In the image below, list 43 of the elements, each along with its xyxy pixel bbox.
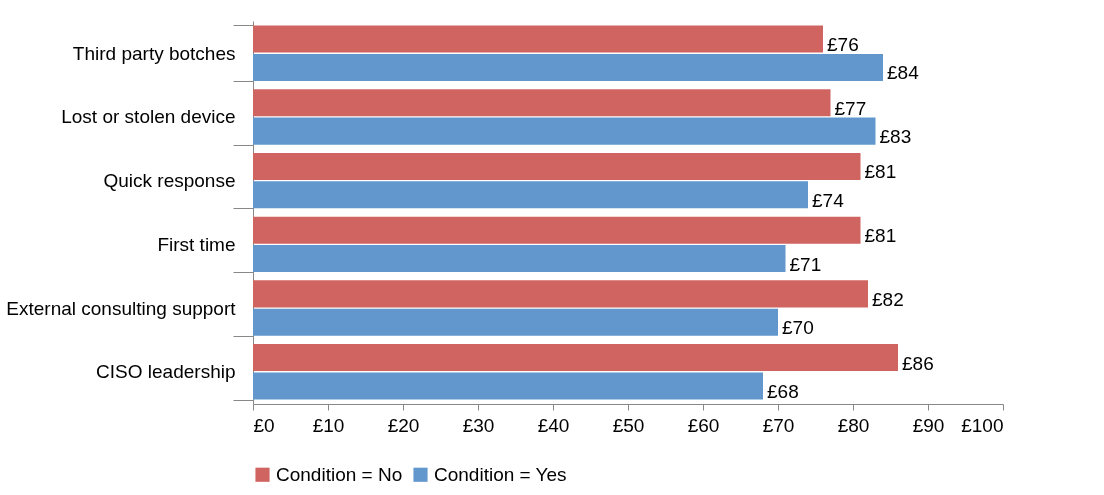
data-label: £83 — [879, 126, 912, 148]
data-label: £71 — [789, 253, 822, 275]
y-tick-label: CISO leadership — [96, 361, 236, 383]
x-tick-label: £0 — [253, 414, 275, 436]
y-tick-label: External consulting support — [6, 297, 237, 319]
x-tick-label: £90 — [912, 414, 945, 436]
bar — [253, 117, 876, 145]
bar — [253, 245, 786, 273]
x-tick-label: £20 — [387, 414, 420, 436]
data-label: £70 — [782, 317, 814, 339]
bar — [253, 308, 778, 336]
bar — [253, 280, 868, 308]
x-tick-label: £100 — [961, 414, 1004, 436]
data-label: £76 — [827, 33, 859, 55]
bar — [253, 25, 823, 53]
data-label: £86 — [902, 352, 934, 374]
bar — [253, 152, 861, 180]
bar — [253, 53, 883, 81]
y-tick-label: Lost or stolen device — [61, 106, 236, 128]
data-label: £84 — [887, 62, 920, 84]
x-tick-label: £40 — [537, 414, 570, 436]
x-tick-label: £70 — [762, 414, 795, 436]
bar — [253, 216, 861, 244]
legend-label: Condition = No — [276, 463, 403, 485]
bar — [253, 181, 808, 209]
bar — [253, 344, 898, 372]
x-tick-label: £10 — [312, 414, 345, 436]
bar — [253, 372, 763, 400]
data-label: £74 — [812, 189, 845, 211]
legend-label: Condition = Yes — [434, 463, 567, 485]
data-label: £81 — [864, 161, 897, 183]
x-tick-label: £30 — [462, 414, 495, 436]
x-tick-label: £50 — [612, 414, 645, 436]
data-label: £81 — [864, 225, 897, 247]
bar — [253, 89, 831, 117]
data-label: £77 — [834, 97, 867, 119]
y-tick-label: Third party botches — [72, 42, 236, 64]
x-tick-label: £80 — [837, 414, 870, 436]
data-label: £68 — [767, 381, 799, 403]
x-tick-label: £60 — [687, 414, 720, 436]
data-label: £82 — [872, 288, 904, 310]
y-tick-label: First time — [157, 233, 236, 255]
y-tick-label: Quick response — [103, 170, 236, 192]
